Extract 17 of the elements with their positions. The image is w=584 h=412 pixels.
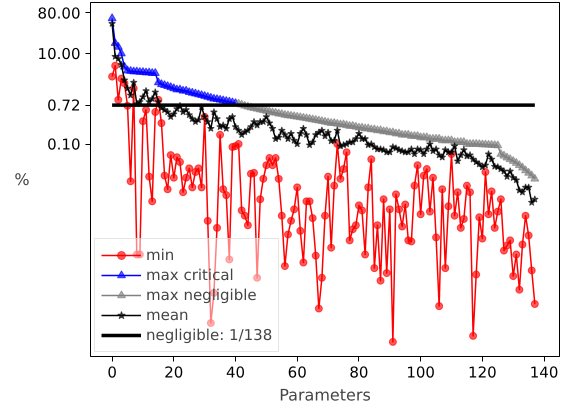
x-tick-label: 100 bbox=[406, 364, 435, 382]
y-tick-label: 10.00 bbox=[38, 45, 81, 64]
x-axis-title: Parameters bbox=[279, 386, 371, 404]
y-tick-label: 0.72 bbox=[47, 96, 81, 115]
x-tick-label: 120 bbox=[468, 364, 497, 382]
y-tick-label: 80.00 bbox=[38, 4, 81, 22]
legend-label: min bbox=[146, 245, 174, 265]
x-tick-label: 140 bbox=[530, 364, 558, 382]
legend-label: mean bbox=[146, 305, 189, 325]
x-tick-label: 40 bbox=[226, 364, 246, 382]
x-tick-label: 20 bbox=[164, 364, 184, 382]
y-axis-title: % bbox=[14, 170, 30, 189]
x-tick-label: 60 bbox=[288, 364, 307, 382]
x-tick-label: 0 bbox=[107, 364, 117, 382]
x-tick-label: 80 bbox=[349, 364, 368, 382]
legend-label: negligible: 1/138 bbox=[146, 325, 272, 345]
y-tick-label: 0.10 bbox=[47, 136, 81, 154]
